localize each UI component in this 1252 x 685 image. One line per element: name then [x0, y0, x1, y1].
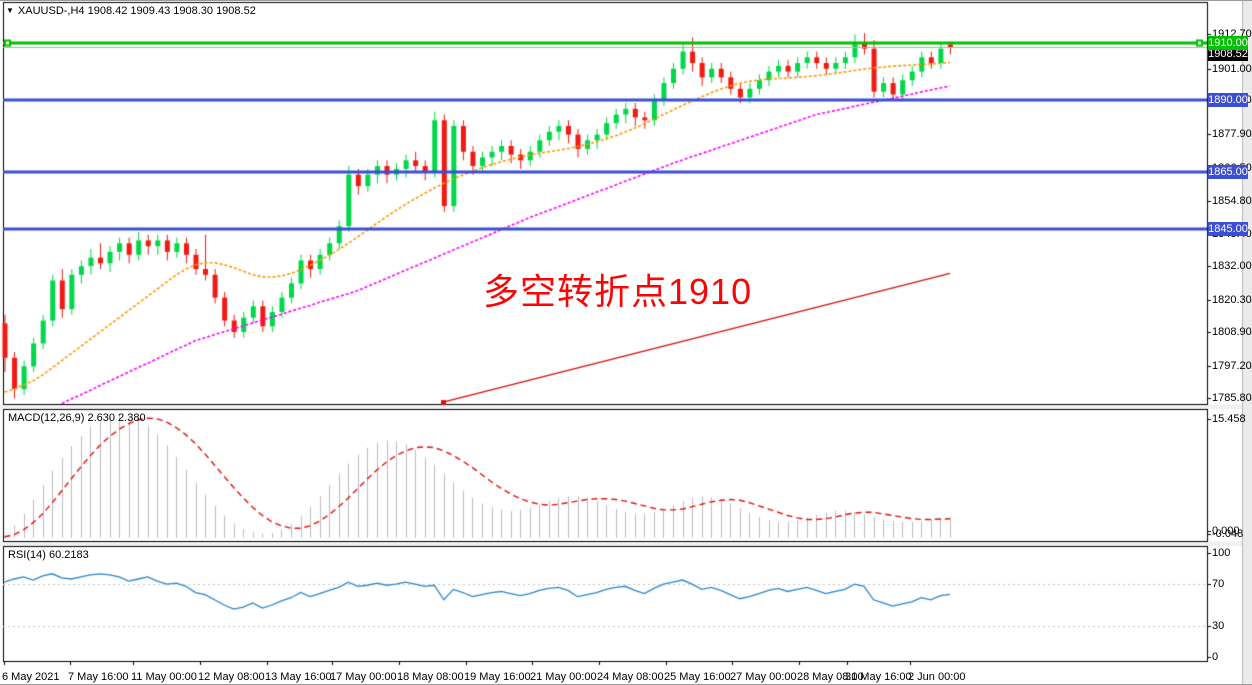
- price-line-label: 1890.00: [1208, 93, 1248, 107]
- time-tick-label: 12 May 08:00: [198, 671, 265, 683]
- time-tick-label: 7 May 16:00: [68, 671, 129, 683]
- price-tick-label: 15.458: [1212, 413, 1246, 425]
- price-tick-label: -0.048: [1212, 528, 1244, 540]
- price-line-label: 1865.00: [1208, 165, 1248, 179]
- price-line-label: 1908.52: [1208, 47, 1248, 61]
- price-tick-label: 1854.80: [1212, 195, 1252, 207]
- price-tick-label: 0.000: [1212, 525, 1240, 537]
- chart-title-bar: ▼ XAUUSD-,H4 1908.42 1909.43 1908.30 1908…: [6, 5, 256, 17]
- price-tick-label: 1808.90: [1212, 326, 1252, 338]
- time-tick-label: 17 May 00:00: [330, 671, 397, 683]
- chart-title-symbol: XAUUSD-,H4: [17, 5, 85, 17]
- rsi-indicator-label: RSI(14) 60.2183: [8, 549, 89, 561]
- price-line-label: 1845.00: [1208, 222, 1248, 236]
- time-tick-label: 31 May 16:00: [845, 671, 912, 683]
- price-tick-label: 100: [1212, 547, 1231, 559]
- time-tick-label: 18 May 08:00: [397, 671, 464, 683]
- time-tick-label: 25 May 16:00: [664, 671, 731, 683]
- time-tick-label: 21 May 00:00: [530, 671, 597, 683]
- price-tick-label: 1797.20: [1212, 360, 1252, 372]
- time-tick-label: 19 May 16:00: [464, 671, 531, 683]
- annotation-text: 多空转折点1910: [483, 271, 753, 312]
- time-tick-label: 24 May 08:00: [597, 671, 664, 683]
- time-tick-label: 28 May 08:00: [797, 671, 864, 683]
- price-tick-label: 1877.90: [1212, 128, 1252, 140]
- price-tick-label: 1832.00: [1212, 260, 1252, 272]
- price-tick-label: 30: [1212, 620, 1225, 632]
- price-line-label: 1910.00: [1208, 36, 1248, 50]
- price-tick-label: 1785.80: [1212, 392, 1252, 404]
- time-tick-label: 27 May 00:00: [730, 671, 797, 683]
- price-tick-label: 70: [1212, 578, 1225, 590]
- price-tick-label: 0: [1212, 651, 1219, 663]
- chart-title-ohlc: 1908.42 1909.43 1908.30 1908.52: [87, 5, 256, 17]
- symbol-dropdown-icon[interactable]: ▼: [6, 6, 14, 15]
- time-tick-label: 13 May 16:00: [265, 671, 332, 683]
- price-tick-label: 1820.30: [1212, 294, 1252, 306]
- time-tick-label: 6 May 2021: [2, 671, 60, 683]
- price-tick-label: 1901.00: [1212, 63, 1252, 75]
- time-tick-label: 11 May 00:00: [131, 671, 197, 683]
- macd-indicator-label: MACD(12,26,9) 2.630 2.380: [8, 412, 146, 424]
- time-tick-label: 2 Jun 00:00: [908, 671, 966, 683]
